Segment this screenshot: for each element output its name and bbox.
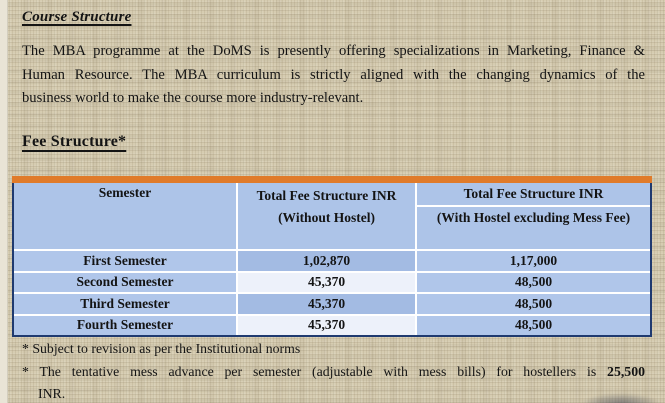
- fee-structure-heading: Fee Structure*: [22, 133, 127, 150]
- footnote-2-text: * The tentative mess advance per semeste…: [22, 363, 597, 379]
- page-edge-strip: [0, 0, 8, 403]
- footnote-2-continuation: INR.: [38, 386, 66, 401]
- intro-line-1: The MBA programme at the DoMS is present…: [22, 43, 645, 59]
- row-1-semester: Second Semester: [14, 272, 236, 292]
- scan-artifact-smudge: [581, 393, 661, 403]
- header-without-hostel-line1: Total Fee Structure INR: [256, 188, 397, 203]
- row-1-with-hostel: 48,500: [417, 272, 650, 292]
- course-structure-heading: Course Structure: [22, 9, 132, 25]
- fee-table: Semester Total Fee Structure INR (Withou…: [12, 176, 652, 337]
- row-3-semester: Fourth Semester: [14, 315, 236, 335]
- row-1-without-hostel: 45,370: [238, 272, 415, 292]
- row-3-with-hostel: 48,500: [417, 315, 650, 335]
- row-0-without-hostel: 1,02,870: [238, 251, 415, 271]
- footnotes: * Subject to revision as per the Institu…: [22, 338, 645, 403]
- header-semester: Semester: [14, 183, 236, 249]
- footnote-2-amount: 25,500: [607, 363, 645, 379]
- header-without-hostel: Total Fee Structure INR (Without Hostel): [238, 183, 415, 249]
- row-2-without-hostel: 45,370: [238, 294, 415, 314]
- table-accent-bar: [12, 176, 652, 183]
- row-0-with-hostel: 1,17,000: [417, 251, 650, 271]
- footnote-1: * Subject to revision as per the Institu…: [22, 341, 301, 356]
- fee-table-grid: Semester Total Fee Structure INR (Withou…: [12, 183, 652, 337]
- footnote-2: * The tentative mess advance per semeste…: [22, 361, 645, 384]
- row-3-without-hostel: 45,370: [238, 315, 415, 335]
- intro-line-3: business world to make the course more i…: [22, 90, 364, 106]
- header-with-hostel-title: Total Fee Structure INR: [417, 183, 650, 205]
- row-0-semester: First Semester: [14, 251, 236, 271]
- row-2-semester: Third Semester: [14, 294, 236, 314]
- row-2-with-hostel: 48,500: [417, 294, 650, 314]
- header-without-hostel-line2: (Without Hostel): [278, 210, 375, 225]
- intro-line-2: Human Resource. The MBA curriculum is st…: [22, 66, 645, 83]
- intro-paragraph: The MBA programme at the DoMS is present…: [22, 40, 645, 111]
- header-with-hostel-subtitle: (With Hostel excluding Mess Fee): [417, 207, 650, 249]
